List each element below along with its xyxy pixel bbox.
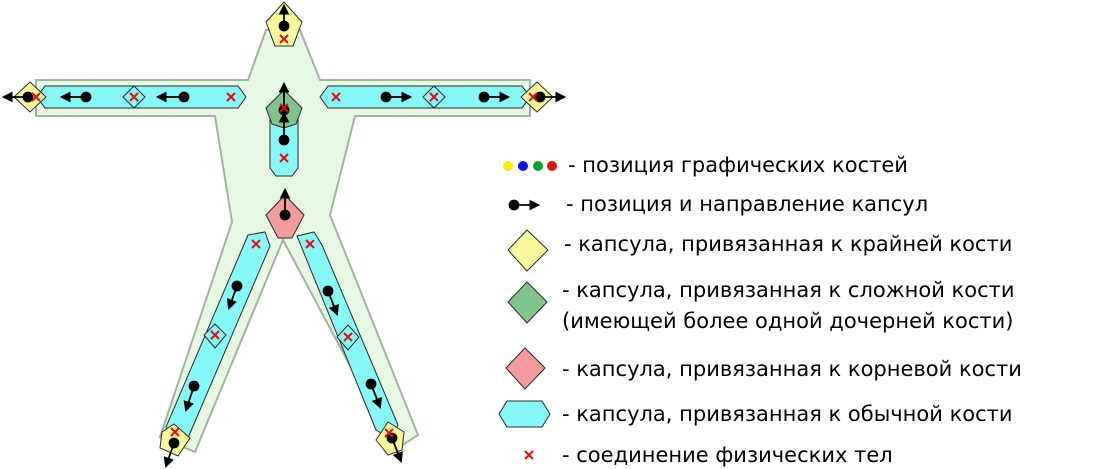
legend-capsule-direction: - позиция и направление капсул xyxy=(566,192,929,216)
physics-joint-marks xyxy=(31,34,538,438)
legend-bone-positions: - позиция графических костей xyxy=(568,153,908,177)
legend-complex-bone-capsule-line2: (имеющей более одной дочерней кости) xyxy=(562,309,1014,333)
bone-position-dots-icon xyxy=(503,161,557,171)
legend-physics-joint: - соединение физических тел xyxy=(562,443,893,467)
legend-regular-bone-capsule: - капсула, привязанная к обычной кости xyxy=(562,402,1013,426)
physics-joint-legend-icon xyxy=(524,450,534,460)
legend-complex-bone-capsule-line1: - капсула, привязанная к сложной кости xyxy=(562,278,1015,302)
root-capsule-legend-icon xyxy=(505,347,546,390)
complex-capsule-legend-icon xyxy=(507,281,548,324)
end-capsule-legend-icon xyxy=(507,229,549,272)
regular-capsule-legend-icon xyxy=(498,400,551,428)
legend-root-bone-capsule: - капсула, привязанная к корневой кости xyxy=(562,357,1022,381)
legend-end-bone-capsule: - капсула, привязанная к крайней кости xyxy=(564,232,1013,256)
capsule-direction-arrow-icon xyxy=(508,199,541,211)
capsule-direction-arrows xyxy=(1,3,567,469)
